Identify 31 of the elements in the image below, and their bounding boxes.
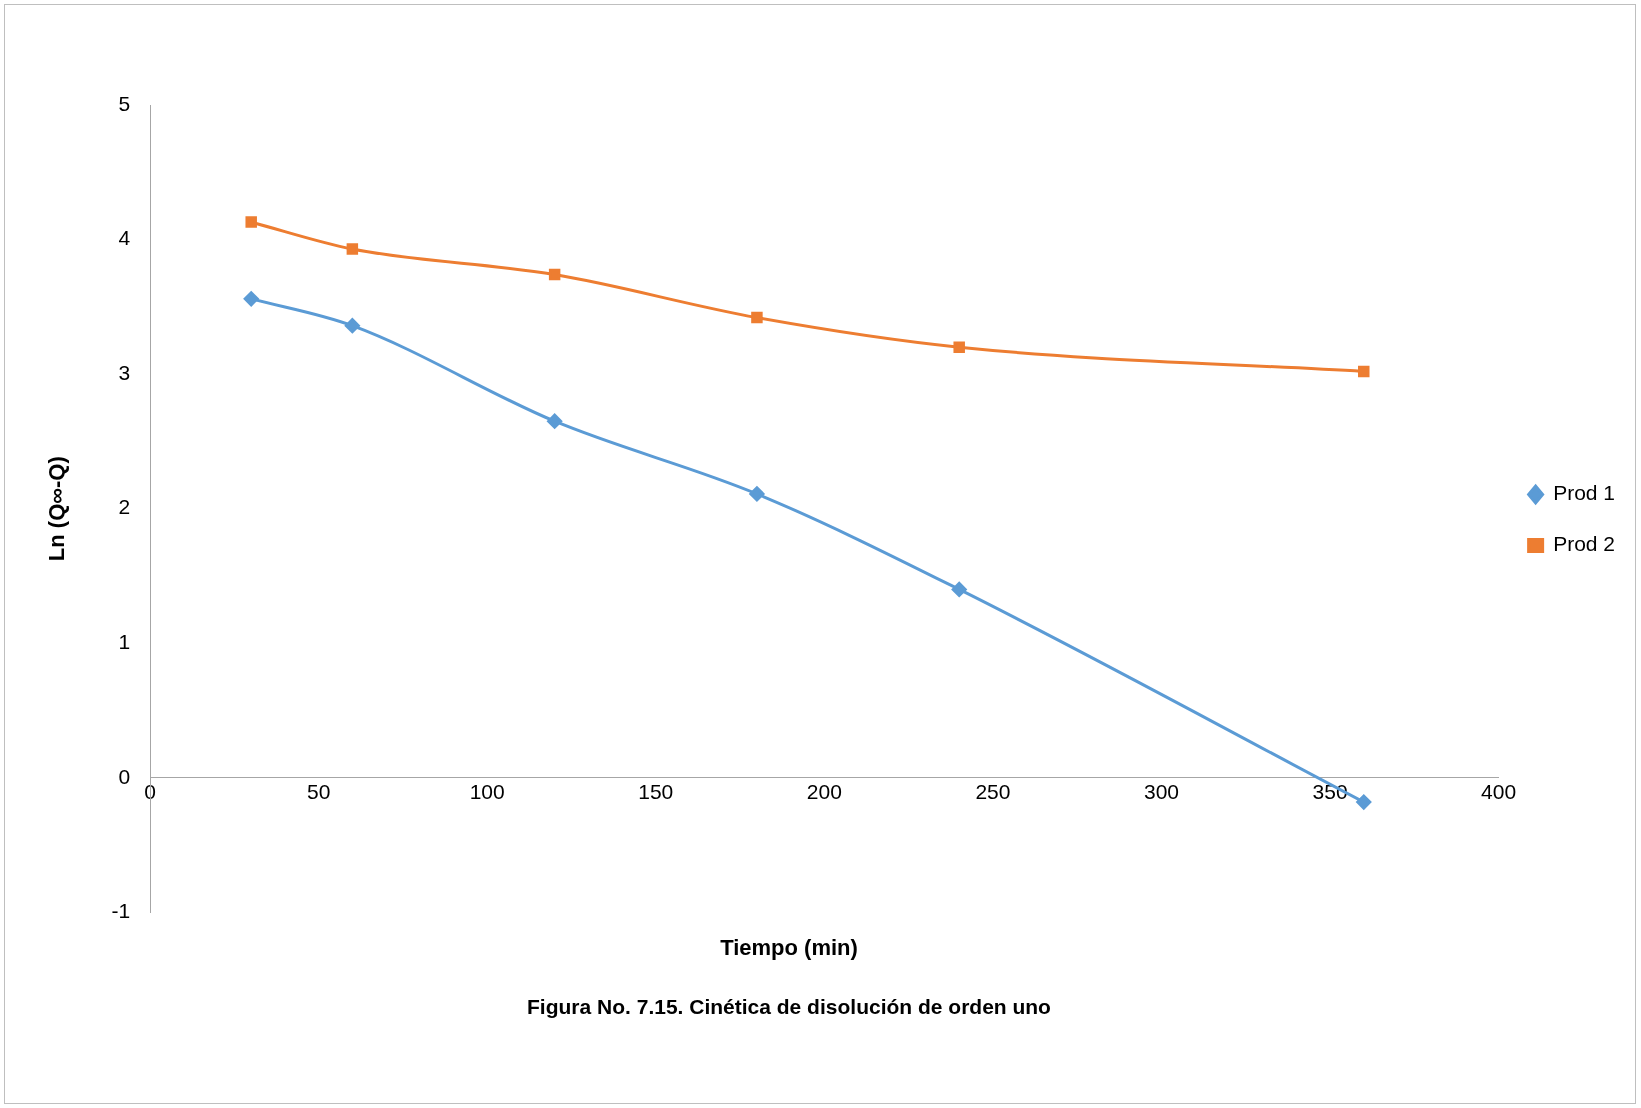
point bbox=[243, 291, 259, 307]
x-axis-title: Tiempo (min) bbox=[719, 935, 859, 961]
y-tick-label: 0 bbox=[118, 764, 131, 788]
point bbox=[1358, 365, 1370, 378]
y-tick-label: 5 bbox=[118, 91, 131, 115]
x-tick-label: 300 bbox=[1143, 780, 1180, 804]
legend-label: Prod 1 bbox=[1553, 481, 1615, 505]
x-tick-label: 150 bbox=[638, 780, 674, 804]
point bbox=[547, 413, 563, 429]
y-axis-title: Ln (Q∞-Q) bbox=[44, 456, 70, 562]
y-tick-label: 4 bbox=[118, 226, 131, 250]
point bbox=[245, 216, 257, 228]
x-tick-label: 200 bbox=[806, 780, 842, 804]
point bbox=[951, 581, 967, 597]
x-tick-label: 50 bbox=[306, 780, 331, 804]
y-tick-label: 3 bbox=[118, 360, 131, 384]
point bbox=[751, 311, 763, 324]
point bbox=[1356, 794, 1372, 810]
legend-label: Prod 2 bbox=[1553, 532, 1615, 556]
text: Figura No. 7.15. Cinética de disolución de orden uno bbox=[526, 995, 1052, 1019]
x-tick-label: 400 bbox=[1481, 780, 1517, 804]
point bbox=[346, 243, 359, 255]
point bbox=[548, 268, 561, 281]
point bbox=[953, 341, 965, 353]
y-tick-label: 1 bbox=[118, 630, 131, 654]
y-tick-label: -1 bbox=[111, 899, 131, 923]
point bbox=[749, 486, 765, 502]
x-tick-label: 250 bbox=[975, 780, 1011, 804]
y-tick-label: 2 bbox=[118, 495, 131, 519]
point bbox=[344, 318, 360, 334]
x-tick-label: 100 bbox=[469, 780, 505, 804]
